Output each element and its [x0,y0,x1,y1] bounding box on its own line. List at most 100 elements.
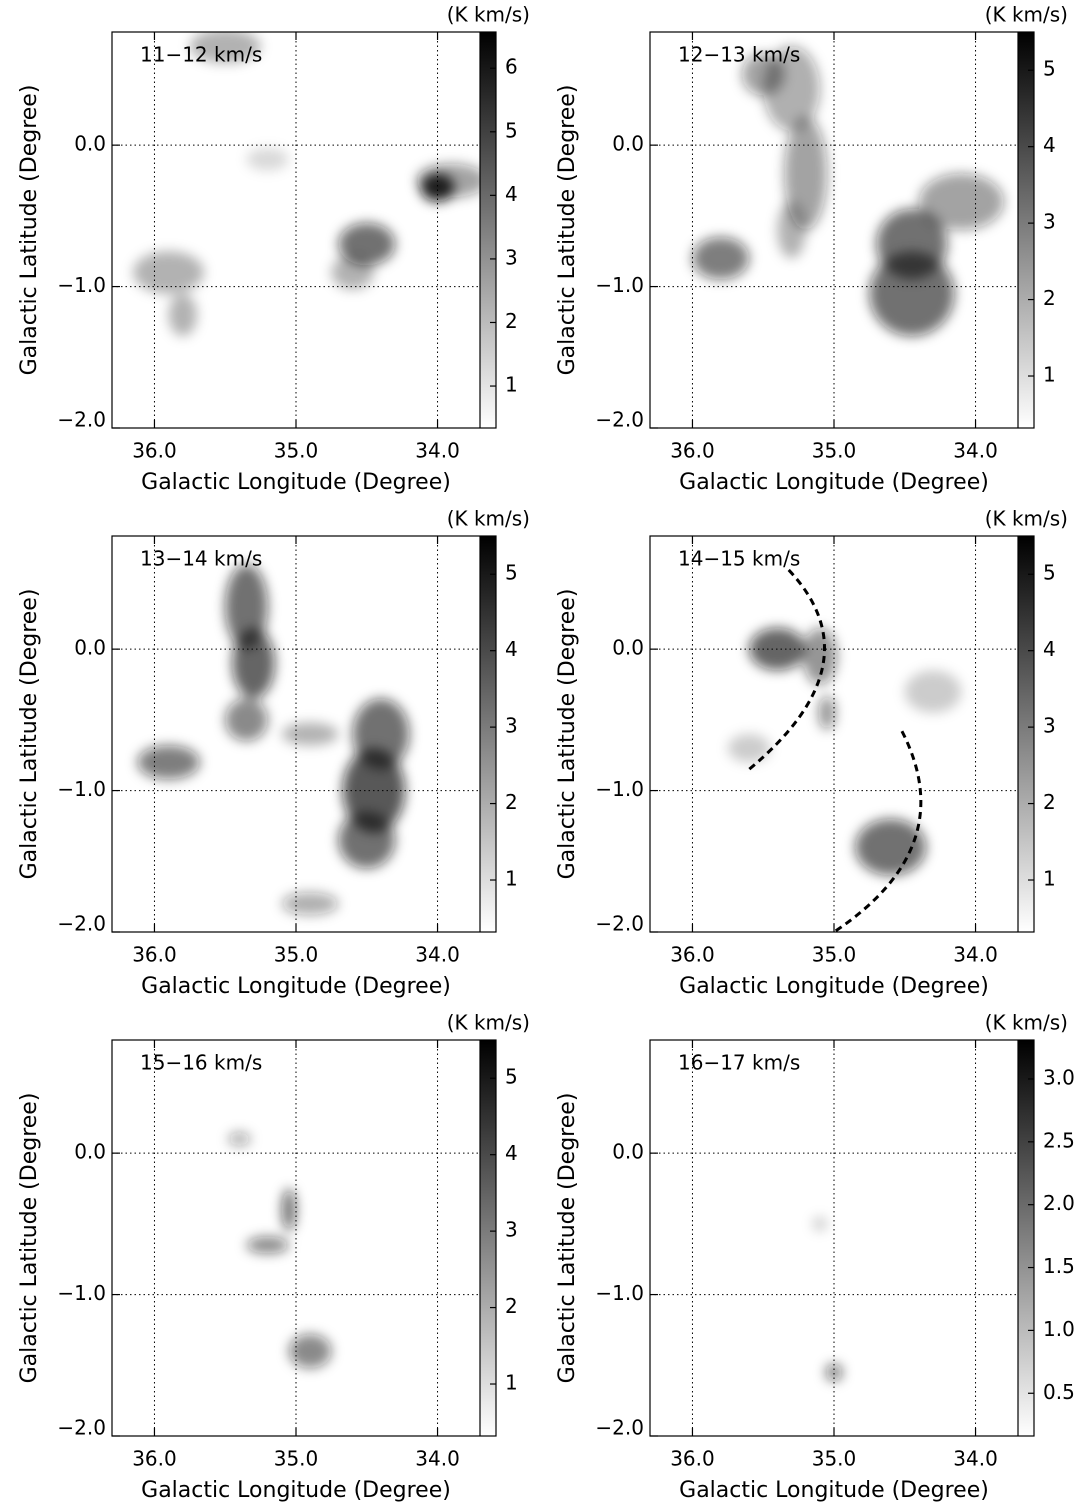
colorbar-tick-label: 3 [1043,714,1056,738]
emission-blob [802,627,837,685]
x-tick-label: 35.0 [812,1447,857,1471]
colorbar [480,1040,496,1436]
colorbar-tick-label: 2.5 [1043,1128,1075,1152]
x-tick-label: 34.0 [953,439,998,463]
x-tick-label: 34.0 [953,943,998,967]
x-tick-label: 35.0 [274,439,319,463]
emission-blob [818,695,836,730]
colorbar-tick-label: 2 [1043,286,1056,310]
map-frame [111,1039,497,1437]
emission-blob [225,564,268,650]
panel-label: 11−12 km/s [140,43,262,67]
x-tick-label: 36.0 [132,943,177,967]
panel-label: 13−14 km/s [140,547,262,571]
emission-blob [812,1216,827,1231]
y-tick-label: 0.0 [612,1140,644,1164]
dashed-arc [833,730,923,934]
y-tick-label: −2.0 [57,408,106,432]
colorbar-units: (K km/s) [985,1011,1068,1035]
emission-blob [168,293,197,337]
panel: 36.0 35.0 34.0 0.0 −1.0 −2.0 1 2 3 4 5 6 (K km/s) 11−… [17,3,530,496]
colorbar-tick-label: 2 [505,790,518,814]
emission-blob [338,222,396,266]
colorbar-units: (K km/s) [985,3,1068,27]
y-tick-label: −1.0 [595,1281,644,1305]
colorbar [480,536,496,932]
emission-blob [288,1334,332,1369]
panel: 36.0 35.0 34.0 0.0 −1.0 −2.0 1 2 3 4 5 (K km/s) 14−1… [555,507,1068,1000]
emission-map [692,46,1004,337]
emission-blob [855,818,926,876]
y-axis-label: Galactic Latitude (Degree) [555,589,580,880]
y-tick-label: −2.0 [57,1416,106,1440]
colorbar-tick-label: 2 [1043,790,1056,814]
panel-label: 12−13 km/s [678,43,800,67]
colorbar-tick-label: 5 [505,118,518,142]
y-tick-label: −2.0 [595,912,644,936]
colorbar-units: (K km/s) [447,3,530,27]
map-frame [649,535,1035,933]
colorbar-tick-label: 2 [505,1294,518,1318]
x-tick-label: 36.0 [132,1447,177,1471]
emission-blob [331,255,374,290]
y-tick-label: 0.0 [74,636,106,660]
y-axis-label: Galactic Latitude (Degree) [17,1093,42,1384]
x-axis-label: Galactic Longitude (Degree) [679,470,989,495]
panel: 36.0 35.0 34.0 0.0 −1.0 −2.0 1 2 3 4 5 (K km/s) 15−1… [17,1011,530,1504]
x-tick-label: 36.0 [670,1447,715,1471]
colorbar-tick-label: 1.5 [1043,1254,1075,1278]
panel-label: 15−16 km/s [140,1051,262,1075]
panel: 36.0 35.0 34.0 0.0 −1.0 −2.0 1 2 3 4 5 (K km/s) 12−1… [555,3,1068,496]
panel-label: 14−15 km/s [678,547,800,571]
emission-map [228,1131,332,1369]
y-tick-label: 0.0 [612,636,644,660]
emission-map [812,1216,843,1381]
y-tick-label: −1.0 [57,273,106,297]
x-tick-label: 34.0 [415,1447,460,1471]
x-axis-label: Galactic Longitude (Degree) [679,1478,989,1503]
colorbar-tick-label: 0.5 [1043,1380,1075,1404]
colorbar-tick-label: 3 [505,245,518,269]
emission-blob [416,163,480,198]
colorbar-tick-label: 5 [505,1065,518,1089]
x-axis-label: Galactic Longitude (Degree) [679,974,989,999]
y-tick-label: −1.0 [595,273,644,297]
x-tick-label: 36.0 [670,439,715,463]
x-tick-label: 34.0 [415,439,460,463]
colorbar-tick-label: 2.0 [1043,1191,1075,1215]
colorbar-tick-label: 2 [505,309,518,333]
x-tick-label: 36.0 [132,439,177,463]
y-tick-label: 0.0 [74,132,106,156]
emission-blob [246,147,289,171]
emission-blob [133,251,204,294]
map-frame [111,535,497,933]
x-tick-label: 35.0 [274,943,319,967]
colorbar-tick-label: 5 [1043,57,1056,81]
colorbar-tick-label: 3 [1043,210,1056,234]
panel-label: 16−17 km/s [678,1051,800,1075]
emission-blob [246,1236,289,1254]
emission-map [727,627,962,876]
y-tick-label: −2.0 [57,912,106,936]
colorbar-tick-label: 4 [1043,133,1056,157]
emission-blob [338,811,396,869]
panel: 36.0 35.0 34.0 0.0 −1.0 −2.0 1 2 3 4 5 (K km/s) 13−1… [17,507,530,1000]
emission-blob [742,53,785,96]
emission-blob [228,1131,251,1147]
y-axis-label: Galactic Latitude (Degree) [555,85,580,376]
map-frame [649,31,1035,429]
colorbar-tick-label: 5 [1043,561,1056,585]
colorbar [480,32,496,428]
map-frame [111,31,497,429]
y-tick-label: −1.0 [57,1281,106,1305]
colorbar-units: (K km/s) [447,507,530,531]
map-frame [649,1039,1035,1437]
emission-map [137,564,410,916]
emission-blob [869,251,955,337]
emission-blob [918,173,1004,230]
emission-blob [904,670,962,713]
panel: 36.0 35.0 34.0 0.0 −1.0 −2.0 0.5 1.0 1.5 2.0 2.5 3.… [555,1011,1075,1504]
emission-blob [825,1363,843,1381]
colorbar-tick-label: 1.0 [1043,1317,1075,1341]
emission-blob [232,627,275,699]
